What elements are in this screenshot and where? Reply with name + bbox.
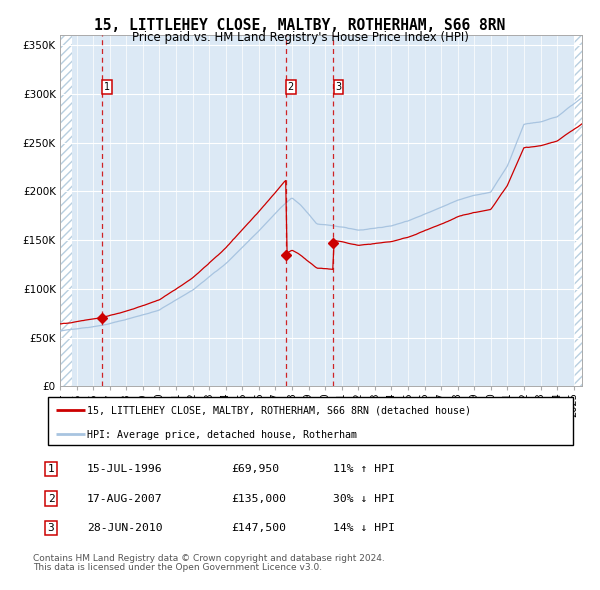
Text: £135,000: £135,000	[231, 494, 286, 503]
Text: 15, LITTLEHEY CLOSE, MALTBY, ROTHERHAM, S66 8RN (detached house): 15, LITTLEHEY CLOSE, MALTBY, ROTHERHAM, …	[88, 405, 472, 415]
Text: 30% ↓ HPI: 30% ↓ HPI	[333, 494, 395, 503]
Text: 2: 2	[287, 82, 294, 92]
Text: 2: 2	[47, 494, 55, 503]
Text: This data is licensed under the Open Government Licence v3.0.: This data is licensed under the Open Gov…	[33, 563, 322, 572]
Text: 15, LITTLEHEY CLOSE, MALTBY, ROTHERHAM, S66 8RN: 15, LITTLEHEY CLOSE, MALTBY, ROTHERHAM, …	[94, 18, 506, 32]
Text: Price paid vs. HM Land Registry's House Price Index (HPI): Price paid vs. HM Land Registry's House …	[131, 31, 469, 44]
Text: 17-AUG-2007: 17-AUG-2007	[87, 494, 163, 503]
Text: 28-JUN-2010: 28-JUN-2010	[87, 523, 163, 533]
Text: £69,950: £69,950	[231, 464, 279, 474]
Text: HPI: Average price, detached house, Rotherham: HPI: Average price, detached house, Roth…	[88, 430, 358, 440]
Text: 3: 3	[335, 82, 341, 92]
Text: £147,500: £147,500	[231, 523, 286, 533]
Text: 3: 3	[47, 523, 55, 533]
Text: 1: 1	[47, 464, 55, 474]
Text: 11% ↑ HPI: 11% ↑ HPI	[333, 464, 395, 474]
FancyBboxPatch shape	[48, 397, 573, 445]
Text: Contains HM Land Registry data © Crown copyright and database right 2024.: Contains HM Land Registry data © Crown c…	[33, 554, 385, 563]
Text: 14% ↓ HPI: 14% ↓ HPI	[333, 523, 395, 533]
Text: 15-JUL-1996: 15-JUL-1996	[87, 464, 163, 474]
Text: 1: 1	[104, 82, 110, 92]
